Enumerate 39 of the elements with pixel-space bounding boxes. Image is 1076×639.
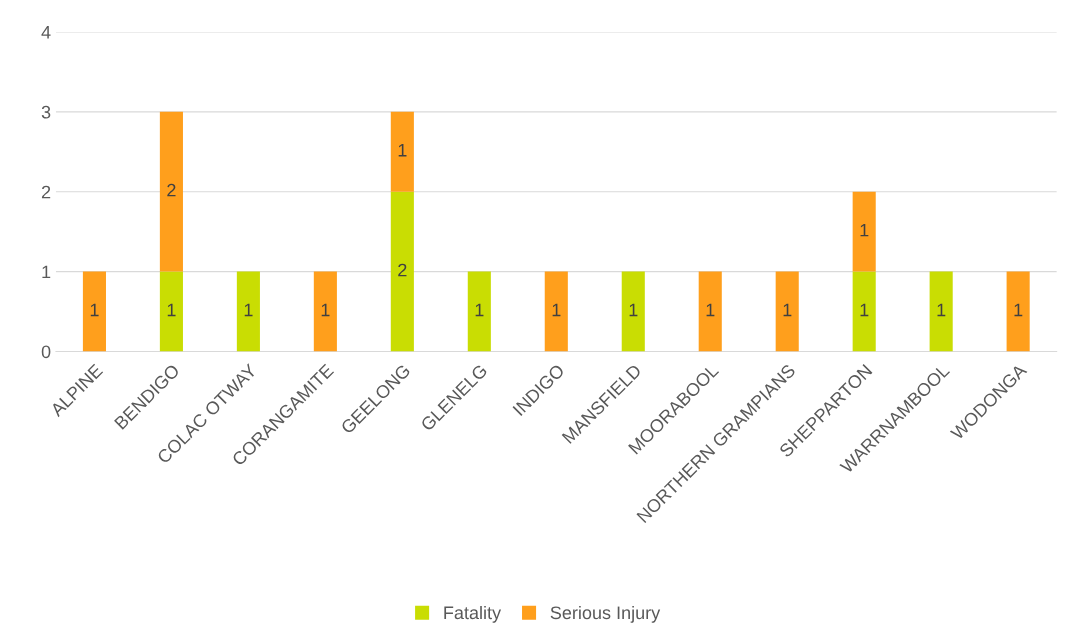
y-tick-label: 2: [41, 185, 51, 199]
bar: [467, 271, 491, 352]
data-label: 2: [167, 183, 176, 197]
bar: [852, 271, 876, 352]
data-label: 1: [321, 303, 330, 317]
data-label: 1: [860, 303, 869, 317]
data-label: 1: [167, 303, 176, 317]
data-label: 1: [90, 303, 99, 317]
bar: [82, 271, 106, 352]
bar: [621, 271, 645, 352]
bar: [313, 271, 337, 352]
data-label: 1: [629, 303, 638, 317]
data-label: 2: [398, 263, 407, 277]
bar: [852, 191, 876, 272]
y-tick-label: 0: [41, 345, 51, 359]
bar: [390, 191, 414, 352]
legend-label: Serious Injury: [550, 605, 661, 623]
data-label: 1: [244, 303, 253, 317]
bar: [390, 111, 414, 192]
data-label: 1: [783, 303, 792, 317]
data-label: 1: [706, 303, 715, 317]
legend-label: Fatality: [444, 605, 502, 623]
data-label: 1: [937, 303, 946, 317]
bar: [929, 271, 953, 352]
data-label: 1: [860, 223, 869, 237]
y-tick-label: 3: [41, 105, 51, 119]
data-label: 1: [475, 303, 484, 317]
y-tick-label: 4: [41, 26, 51, 39]
bar: [544, 271, 568, 352]
data-label: 1: [398, 144, 407, 157]
bar: [159, 111, 183, 272]
data-label: 1: [1014, 303, 1023, 317]
bar: [698, 271, 722, 352]
y-tick-label: 1: [42, 265, 51, 279]
bar: [1006, 271, 1030, 352]
bar: [159, 271, 183, 352]
bar: [775, 271, 799, 352]
bar: [236, 271, 260, 352]
data-label: 1: [552, 303, 561, 317]
